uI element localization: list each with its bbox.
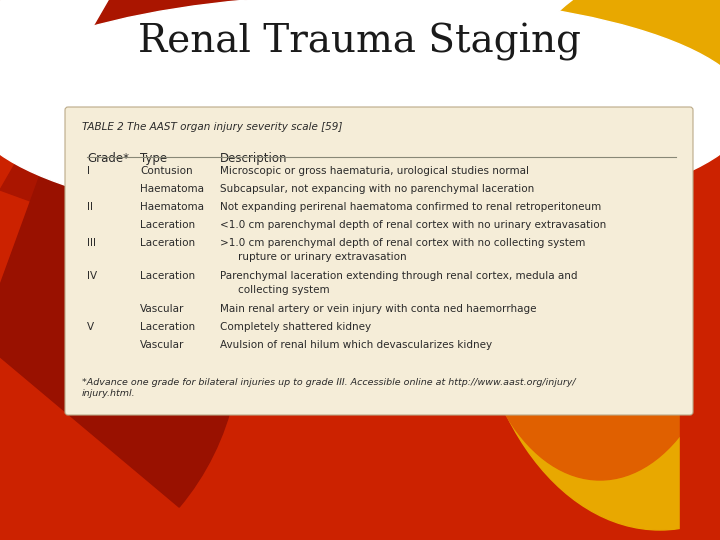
Text: V: V <box>87 322 94 332</box>
Text: Laceration: Laceration <box>140 322 195 332</box>
Bar <box>680 120 720 540</box>
Text: >1.0 cm parenchymal depth of renal cortex with no collecting system: >1.0 cm parenchymal depth of renal corte… <box>220 238 585 248</box>
Text: Microscopic or gross haematuria, urological studies normal: Microscopic or gross haematuria, urologi… <box>220 166 529 176</box>
Text: rupture or urinary extravasation: rupture or urinary extravasation <box>238 252 407 262</box>
Text: <1.0 cm parenchymal depth of renal cortex with no urinary extravasation: <1.0 cm parenchymal depth of renal corte… <box>220 220 606 230</box>
Bar <box>0 0 720 120</box>
Text: Grade*: Grade* <box>87 152 129 165</box>
Text: Haematoma: Haematoma <box>140 202 204 212</box>
Text: Main renal artery or vein injury with conta ned haemorrhage: Main renal artery or vein injury with co… <box>220 304 536 314</box>
Text: Laceration: Laceration <box>140 238 195 248</box>
Text: III: III <box>87 238 96 248</box>
Text: Haematoma: Haematoma <box>140 184 204 194</box>
Text: Vascular: Vascular <box>140 304 184 314</box>
Text: Urology: Urology <box>14 508 94 526</box>
Text: injury.html.: injury.html. <box>82 389 135 398</box>
Text: Parenchymal laceration extending through renal cortex, medula and: Parenchymal laceration extending through… <box>220 271 577 281</box>
Text: *Advance one grade for bilateral injuries up to grade III. Accessible online at : *Advance one grade for bilateral injurie… <box>82 378 575 387</box>
Text: Subcapsular, not expancing with no parenchymal laceration: Subcapsular, not expancing with no paren… <box>220 184 534 194</box>
Text: Completely shattered kidney: Completely shattered kidney <box>220 322 371 332</box>
Text: Type: Type <box>140 152 167 165</box>
FancyBboxPatch shape <box>65 107 693 415</box>
Text: Not expanding perirenal haematoma confirmed to renal retroperitoneum: Not expanding perirenal haematoma confir… <box>220 202 601 212</box>
Bar <box>0 120 310 540</box>
Text: I: I <box>87 166 90 176</box>
Text: IV: IV <box>87 271 97 281</box>
Ellipse shape <box>470 0 720 530</box>
Text: Vascular: Vascular <box>140 340 184 350</box>
Ellipse shape <box>0 0 720 225</box>
Text: Renal Trauma Staging: Renal Trauma Staging <box>138 23 582 61</box>
Ellipse shape <box>470 60 720 480</box>
Text: Laceration: Laceration <box>140 271 195 281</box>
Wedge shape <box>0 96 240 507</box>
Text: TABLE 2 The AAST organ injury severity scale [59]: TABLE 2 The AAST organ injury severity s… <box>82 122 343 132</box>
Text: II: II <box>87 202 93 212</box>
Text: Avulsion of renal hilum which devascularizes kidney: Avulsion of renal hilum which devascular… <box>220 340 492 350</box>
Ellipse shape <box>0 0 720 225</box>
Text: Contusion: Contusion <box>140 166 193 176</box>
Text: collecting system: collecting system <box>238 285 330 295</box>
Text: Laceration: Laceration <box>140 220 195 230</box>
Wedge shape <box>0 0 320 300</box>
Text: Description: Description <box>220 152 287 165</box>
